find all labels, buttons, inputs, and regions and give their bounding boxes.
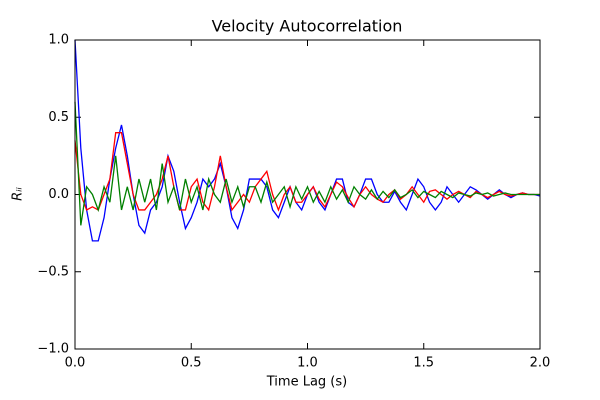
x-axis-label: Time Lag (s) [266, 375, 347, 390]
y-tick-label: −1.0 [37, 342, 69, 357]
chart-title: Velocity Autocorrelation [212, 17, 403, 36]
x-tick-label: 2.0 [530, 356, 551, 371]
data-line [74, 39, 541, 242]
x-tick-label: 1.5 [413, 356, 434, 371]
y-tick-label: 0.0 [48, 187, 69, 202]
x-tick-label: 1.0 [297, 356, 318, 371]
x-tick-label: 0.0 [65, 356, 86, 371]
y-axis-label: Rᵢᵢ [11, 186, 26, 200]
data-line [74, 132, 540, 212]
y-tick-label: 1.0 [48, 33, 69, 48]
y-tick-label: 0.5 [48, 110, 69, 125]
data-line [74, 101, 540, 226]
y-tick-label: −0.5 [37, 264, 69, 279]
plot-frame [74, 39, 541, 350]
x-tick-label: 0.5 [181, 356, 202, 371]
